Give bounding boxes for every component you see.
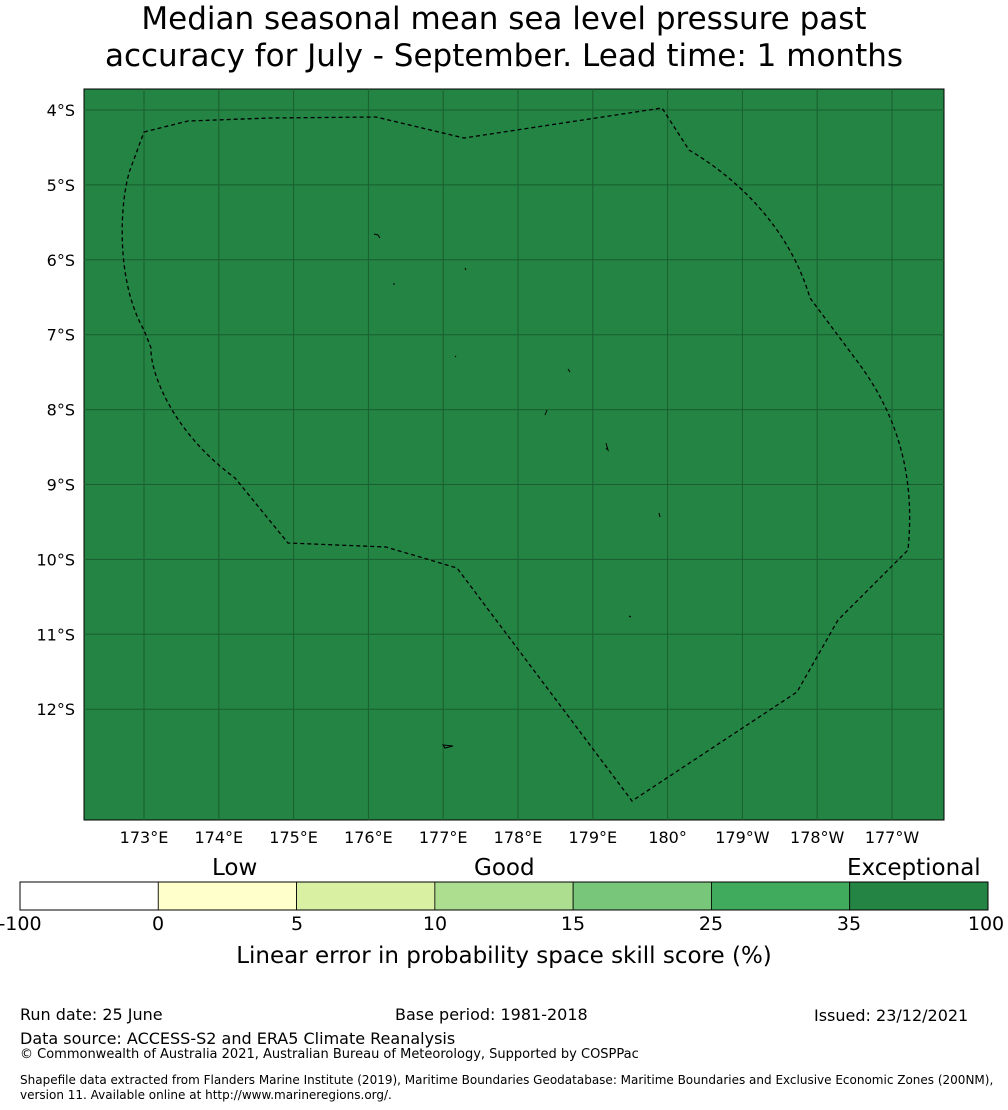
colorbar-segment bbox=[296, 881, 436, 911]
issued-date: Issued: 23/12/2021 bbox=[814, 1006, 969, 1025]
latitude-label: 9°S bbox=[47, 476, 75, 495]
colorbar-label: Linear error in probability space skill … bbox=[236, 943, 772, 969]
latitude-labels: 4°S 5°S 6°S 7°S 8°S 9°S 10°S 11°S 12°S bbox=[36, 101, 75, 719]
longitude-labels: 173°E 174°E 175°E 176°E 177°E 178°E 179°E 180° 1… bbox=[120, 828, 920, 847]
longitude-label: 174°E bbox=[194, 828, 243, 847]
map-title-line-2: accuracy for July - September. Lead time… bbox=[104, 38, 904, 74]
latitude-label: 12°S bbox=[36, 700, 75, 719]
colorbar-tick: 5 bbox=[290, 913, 304, 935]
latitude-label: 11°S bbox=[36, 625, 75, 644]
base-period: Base period: 1981-2018 bbox=[395, 1005, 588, 1024]
longitude-label: 177°E bbox=[419, 828, 468, 847]
longitude-label: 173°E bbox=[120, 828, 169, 847]
island bbox=[567, 368, 571, 373]
colorbar-segment bbox=[711, 881, 851, 911]
islands bbox=[373, 233, 661, 749]
island bbox=[605, 442, 610, 452]
island bbox=[658, 512, 661, 518]
island bbox=[373, 233, 381, 239]
shapefile-credit-line-2: version 11. Available online at http://w… bbox=[20, 1088, 392, 1102]
latitude-label: 7°S bbox=[47, 326, 75, 345]
colorbar-tick: -100 bbox=[0, 913, 42, 935]
latitude-label: 4°S bbox=[47, 101, 75, 120]
island bbox=[441, 744, 454, 749]
colorbar-segment bbox=[434, 881, 574, 911]
colorbar-tick: 15 bbox=[560, 913, 586, 935]
shapefile-credit-line-1: Shapefile data extracted from Flanders M… bbox=[20, 1073, 994, 1087]
map-gridlines bbox=[84, 89, 944, 820]
category-exceptional: Exceptional bbox=[847, 855, 981, 881]
colorbar-tick: 25 bbox=[698, 913, 724, 935]
island bbox=[464, 267, 467, 271]
map-title-line-1: Median seasonal mean sea level pressure … bbox=[141, 1, 867, 37]
longitude-label: 177°W bbox=[865, 828, 920, 847]
colorbar-border bbox=[19, 881, 989, 911]
longitude-label: 179°E bbox=[568, 828, 617, 847]
latitude-label: 6°S bbox=[47, 251, 75, 270]
longitude-label: 179°W bbox=[715, 828, 770, 847]
longitude-label: 180° bbox=[648, 828, 687, 847]
island bbox=[544, 409, 548, 416]
colorbar-tick: 100 bbox=[967, 913, 1005, 935]
colorbar bbox=[19, 881, 989, 911]
latitude-label: 5°S bbox=[47, 176, 75, 195]
data-source: Data source: ACCESS-S2 and ERA5 Climate … bbox=[20, 1029, 456, 1048]
category-low: Low bbox=[212, 855, 258, 881]
colorbar-tick: 35 bbox=[836, 913, 862, 935]
longitude-label: 175°E bbox=[269, 828, 318, 847]
eez-boundary bbox=[121, 107, 911, 802]
colorbar-tick: 10 bbox=[422, 913, 448, 935]
longitude-label: 178°W bbox=[790, 828, 845, 847]
colorbar-segment bbox=[157, 881, 297, 911]
category-good: Good bbox=[474, 855, 535, 881]
colorbar-segment bbox=[849, 881, 989, 911]
latitude-label: 8°S bbox=[47, 401, 75, 420]
run-date: Run date: 25 June bbox=[20, 1005, 163, 1024]
skill-map-area bbox=[83, 88, 945, 821]
latitude-label: 10°S bbox=[36, 550, 75, 569]
colorbar-segment bbox=[19, 881, 159, 911]
colorbar-segment bbox=[572, 881, 712, 911]
island bbox=[454, 355, 457, 358]
longitude-label: 176°E bbox=[344, 828, 393, 847]
longitude-label: 178°E bbox=[494, 828, 543, 847]
island bbox=[628, 615, 632, 618]
colorbar-tick: 0 bbox=[151, 913, 165, 935]
copyright-notice: © Commonwealth of Australia 2021, Austra… bbox=[20, 1047, 639, 1062]
